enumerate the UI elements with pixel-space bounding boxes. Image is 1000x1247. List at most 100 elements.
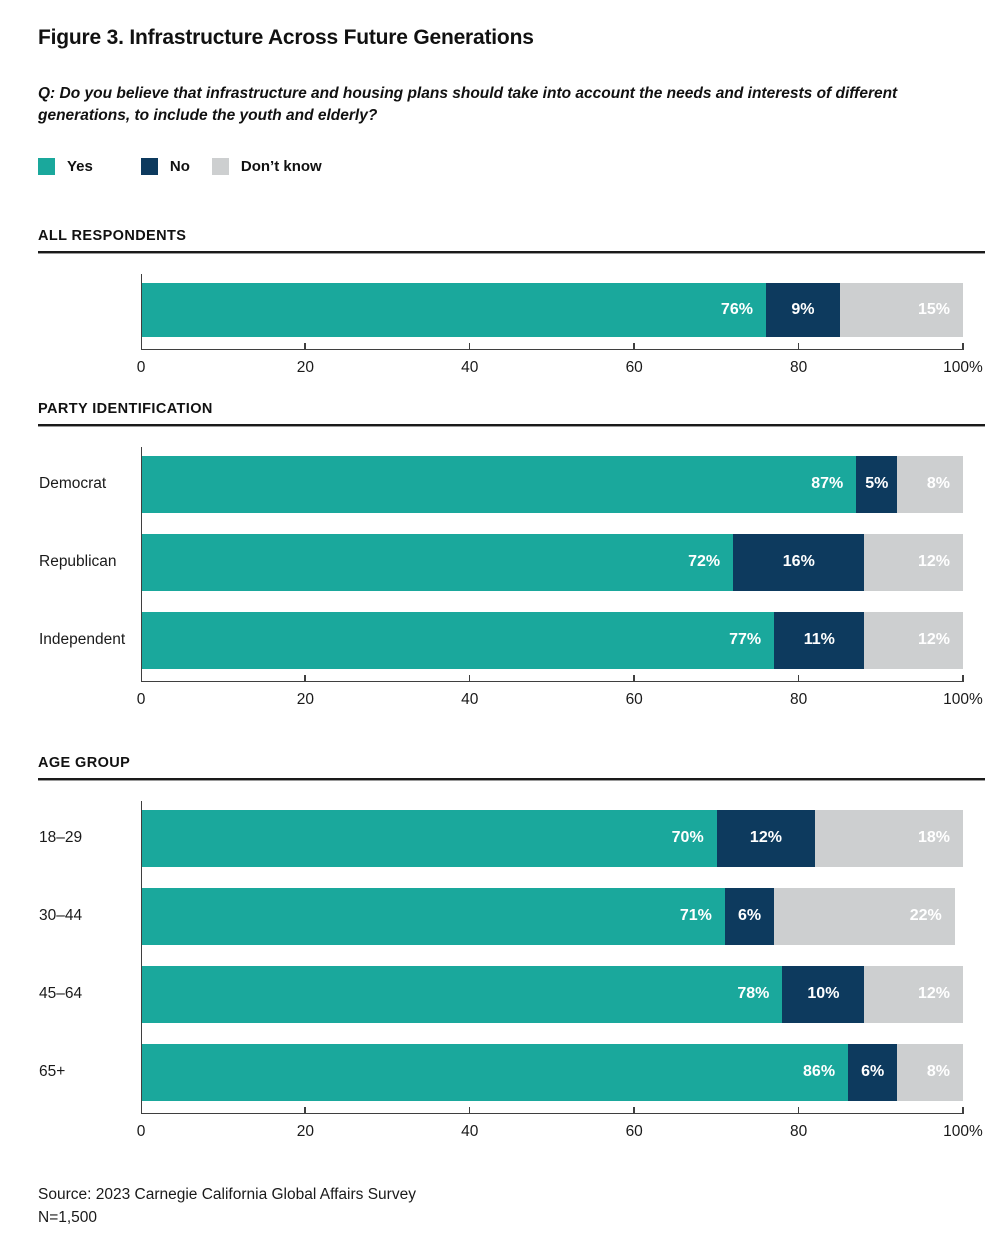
bar-track: 77% 11% 12% [142, 611, 963, 669]
bar-row: 76% 9% 15% [142, 282, 963, 337]
value-label: 77% [729, 631, 762, 649]
axis-tick-label: 0 [136, 1122, 146, 1140]
bar-row: 45–64 78% 10% 12% [39, 965, 963, 1023]
axis-tick [797, 674, 800, 682]
axis-tick [797, 342, 800, 350]
axis-tick-label: 60 [625, 1122, 643, 1140]
bar-track: 70% 12% 18% [142, 809, 963, 867]
value-label: 70% [671, 829, 704, 847]
axis-tick [962, 1106, 964, 1114]
axis-tick [633, 342, 635, 350]
bar-segment-no: 16% [733, 533, 865, 591]
bar-segment-no: 10% [782, 965, 865, 1023]
bar-segment-no: 5% [856, 455, 898, 513]
value-label: 11% [803, 631, 835, 649]
axis-tick [962, 342, 964, 350]
legend-item-dont-know: Don’t know [211, 158, 322, 176]
x-axis: 0 20 40 60 80 100% [137, 674, 983, 717]
legend-swatch-dont-know [211, 158, 229, 176]
value-label: 9% [791, 300, 815, 318]
bar-track: 78% 10% 12% [142, 965, 963, 1023]
bar-row: 65+ 86% 6% 8% [39, 1043, 963, 1101]
bar-segment-yes: 77% [142, 611, 775, 669]
bar-segment-dont-know: 12% [864, 611, 963, 669]
source-line: Source: 2023 Carnegie California Global … [38, 1185, 416, 1203]
axis-tick [797, 1106, 800, 1114]
source-note: Source: 2023 Carnegie California Global … [38, 1183, 985, 1230]
bar-segment-no: 6% [724, 887, 775, 945]
value-label: 71% [679, 907, 712, 925]
bar-segment-dont-know: 12% [864, 533, 963, 591]
axis-tick-label: 40 [461, 358, 479, 376]
axis-tick-label: 100% [943, 690, 983, 708]
value-label: 18% [917, 829, 950, 847]
chart-plot: 18–29 70% 12% 18% 30–44 71% 6% 22% 45–64 78% 10% 12… [38, 800, 983, 1149]
value-label: 8% [926, 1063, 950, 1081]
bar-group: 76% 9% 15% [141, 273, 963, 349]
category-label: Democrat [39, 475, 107, 493]
bar-segment-yes: 87% [142, 455, 857, 513]
bar-segment-yes: 72% [142, 533, 734, 591]
value-label: 12% [917, 985, 950, 1003]
axis-tick-label: 100% [943, 358, 983, 376]
axis-tick-label: 100% [943, 1122, 983, 1140]
axis-tick-label: 60 [625, 690, 643, 708]
bar-segment-dont-know: 8% [897, 1043, 963, 1101]
bar-segment-no: 11% [774, 611, 865, 669]
value-label: 10% [807, 985, 840, 1003]
bar-track: 72% 16% 12% [142, 533, 963, 591]
section-header: ALL RESPONDENTS [38, 227, 187, 244]
legend-item-yes: Yes [38, 158, 93, 176]
axis-tick [304, 342, 306, 350]
axis-tick [468, 1106, 471, 1114]
figure-title: Figure 3. Infrastructure Across Future G… [38, 26, 534, 49]
axis-tick [468, 674, 471, 682]
axis-tick-label: 20 [296, 1122, 315, 1140]
legend-label-dont-know: Don’t know [240, 158, 322, 176]
bar-row: Independent 77% 11% 12% [39, 611, 963, 669]
value-label: 12% [917, 553, 950, 571]
value-label: 8% [926, 475, 950, 493]
section-rule [38, 423, 985, 427]
bar-track: 71% 6% 22% [142, 887, 963, 945]
axis-tick [304, 1106, 306, 1114]
value-label: 76% [720, 300, 753, 318]
section-header: AGE GROUP [38, 754, 131, 771]
section-rule [38, 250, 985, 254]
value-label: 6% [737, 907, 762, 925]
bar-segment-yes: 76% [142, 282, 766, 337]
bar-segment-dont-know: 12% [864, 965, 963, 1023]
section-rule [38, 777, 985, 781]
value-label: 72% [688, 553, 721, 571]
x-axis: 0 20 40 60 80 100% [137, 342, 983, 385]
bar-segment-dont-know: 8% [897, 455, 963, 513]
bar-segment-dont-know: 18% [815, 809, 963, 867]
bar-segment-dont-know: 22% [774, 887, 955, 945]
legend-swatch-yes [38, 158, 55, 176]
bar-segment-yes: 70% [142, 809, 717, 867]
axis-tick-label: 20 [296, 358, 315, 376]
chart-plot: 76% 9% 15% 0 20 40 60 80 100% [38, 273, 983, 385]
section-age-group: AGE GROUP 18–29 70% 12% 18% 30–44 71% 6% 22% 45–… [38, 755, 985, 1149]
value-label: 78% [737, 985, 770, 1003]
axis-tick [962, 674, 964, 682]
value-label: 87% [811, 475, 844, 493]
axis-tick-label: 0 [136, 358, 146, 376]
legend-item-no: No [140, 158, 190, 176]
chart-plot: Democrat 87% 5% 8% Republican 72% 16% 12% Indepe… [38, 446, 983, 717]
axis-tick-label: 80 [789, 358, 808, 376]
bar-row: Republican 72% 16% 12% [39, 533, 963, 591]
axis-tick [468, 342, 471, 350]
bar-track: 87% 5% 8% [142, 455, 963, 513]
axis-tick [633, 674, 635, 682]
category-label: 45–64 [39, 985, 83, 1003]
category-label: 65+ [39, 1063, 66, 1081]
value-label: 5% [865, 475, 889, 493]
bar-track: 76% 9% 15% [142, 282, 963, 337]
legend-label-yes: Yes [67, 158, 93, 176]
section-all-respondents: ALL RESPONDENTS 76% 9% 15% 0 20 40 60 80 100% [38, 228, 985, 385]
section-header: PARTY IDENTIFICATION [38, 400, 213, 417]
value-label: 22% [909, 907, 942, 925]
value-label: 12% [749, 829, 782, 847]
